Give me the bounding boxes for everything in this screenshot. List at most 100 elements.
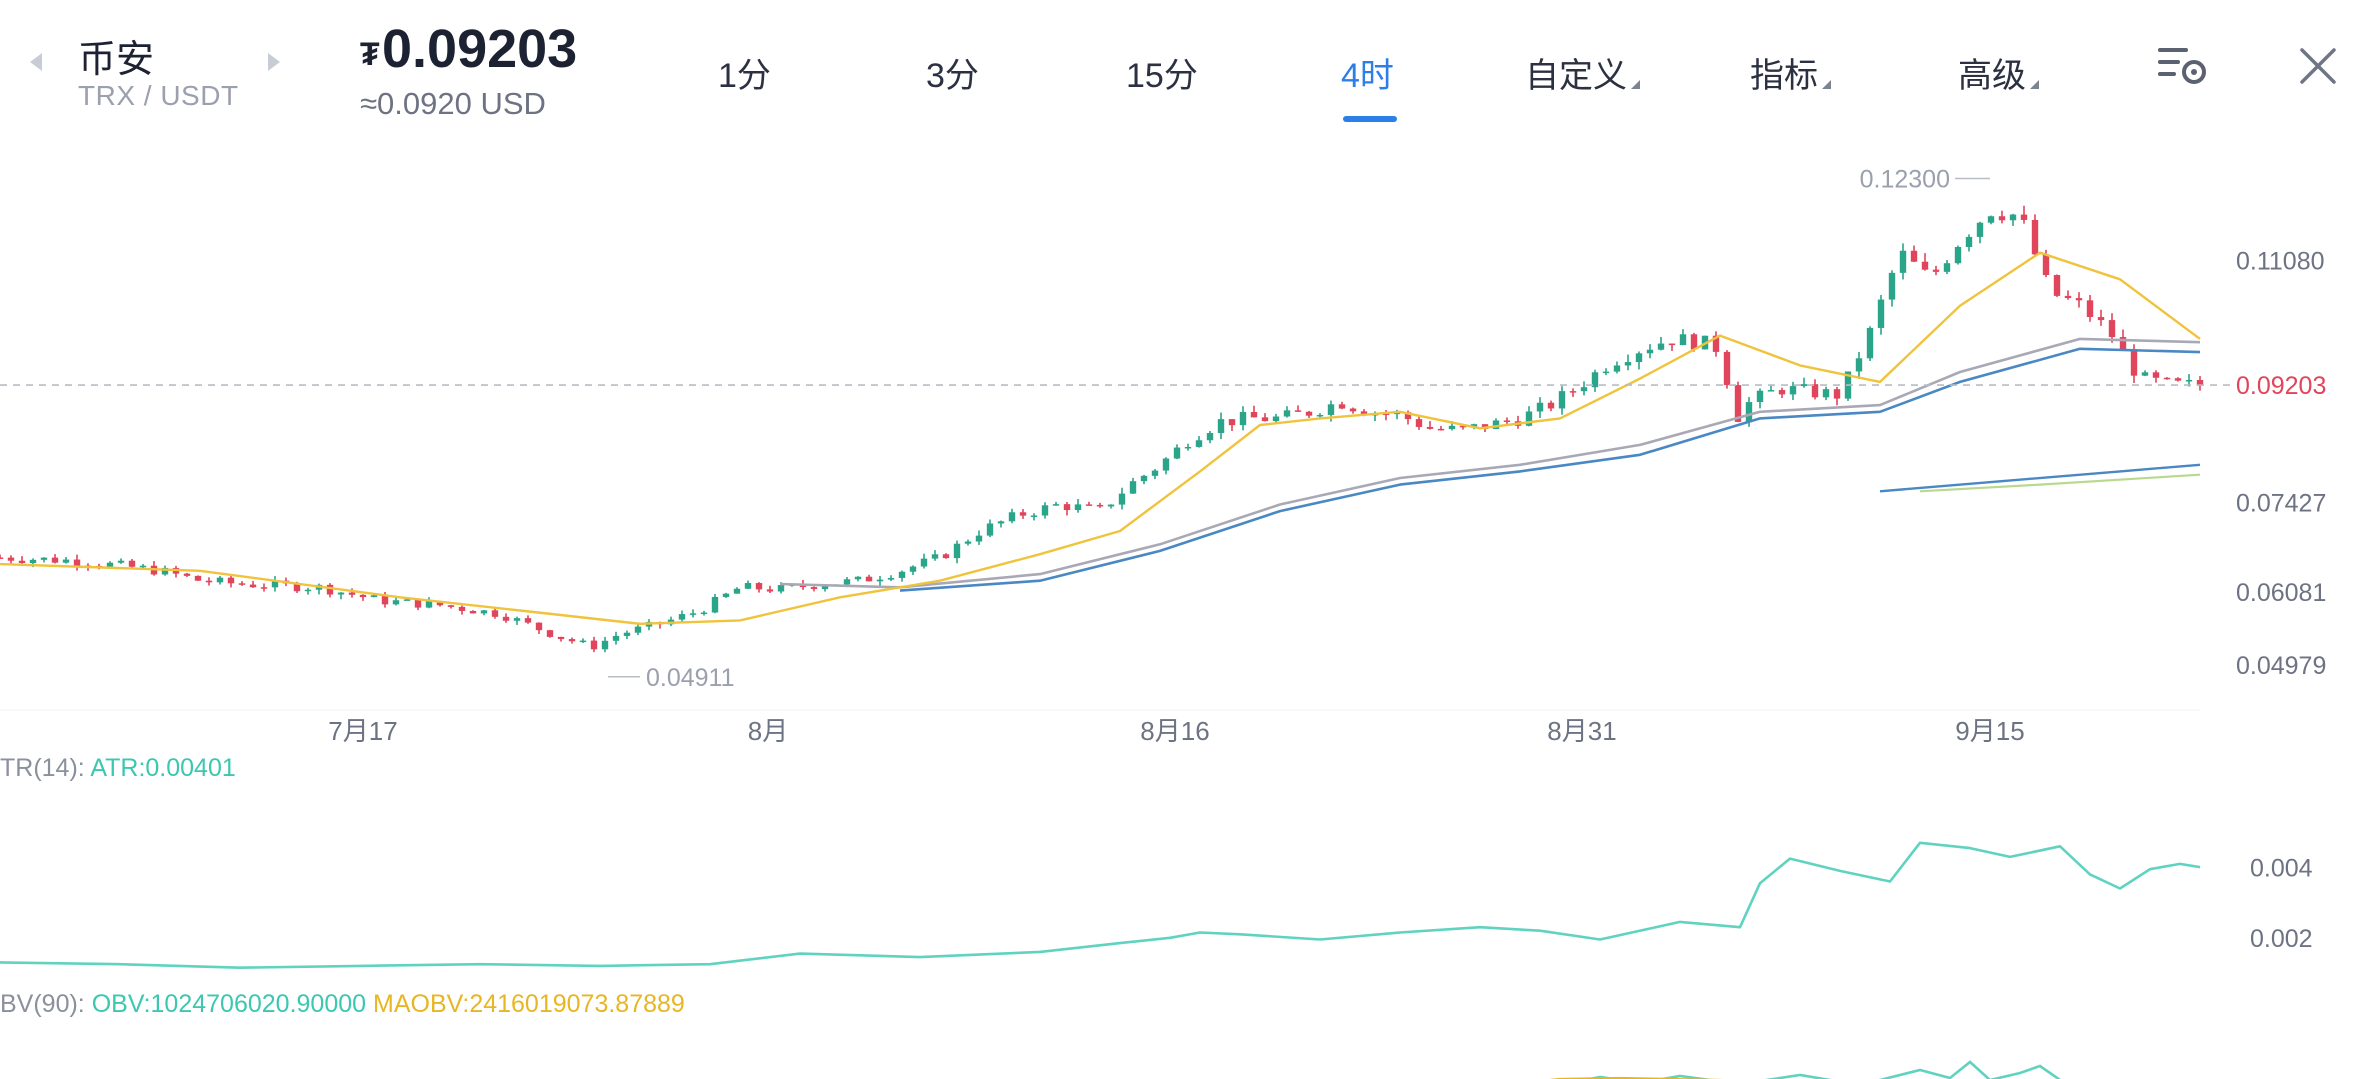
candle-body [194, 575, 202, 581]
trading-pair[interactable]: TRX / USDT [78, 80, 239, 111]
candle [1030, 513, 1038, 521]
candle-body [337, 592, 345, 595]
candle-body [0, 557, 4, 559]
candle-body [2163, 377, 2171, 380]
candle-body [986, 523, 994, 536]
candle-body [1008, 512, 1016, 522]
candle [73, 554, 81, 571]
candle-body [876, 579, 884, 582]
candle [2152, 370, 2160, 383]
candle [964, 539, 972, 546]
candle-body [1316, 414, 1324, 417]
candle-body [898, 571, 906, 578]
price-axis: 0.11080 0.07427 0.06081 0.04979 0.09203 [2236, 248, 2326, 680]
candle-body [1921, 261, 1929, 270]
tab-custom[interactable]: 自定义 [1525, 48, 1640, 97]
candle-body [623, 632, 631, 636]
candle [2020, 205, 2028, 224]
candle [227, 575, 235, 588]
tab-advanced[interactable]: 高级 [1958, 48, 2039, 97]
candle-body [975, 535, 983, 542]
candle-body [51, 557, 59, 563]
candle-body [238, 583, 246, 585]
atr-tick-label: 0.004 [2250, 854, 2313, 882]
candle [579, 638, 587, 644]
tab-indicators[interactable]: 指标 [1750, 48, 1831, 97]
chart-annotations: 0.12300 0.04911 [0, 166, 2230, 692]
candle [1151, 469, 1159, 480]
candle [1338, 401, 1346, 410]
candle [1921, 253, 1929, 271]
candle [1305, 410, 1313, 418]
candle [535, 622, 543, 635]
candle-body [612, 635, 620, 641]
tab-1m[interactable]: 1分 [718, 57, 771, 95]
x-tick-label: 7月17 [328, 716, 397, 746]
candle [1833, 386, 1841, 406]
candle-body [249, 584, 257, 588]
candle-body [491, 610, 499, 617]
candle [491, 608, 499, 619]
candle-body [1250, 412, 1258, 418]
candle-body [1404, 412, 1412, 420]
tab-indicators-label: 指标 [1750, 57, 1818, 95]
chart-settings-icon[interactable] [2156, 44, 2208, 93]
candle [2141, 370, 2149, 377]
ma-yellow-line [0, 251, 2201, 625]
candle-body [2064, 295, 2072, 299]
candle [733, 587, 741, 594]
atr-label[interactable]: TR(14): ATR:0.00401 [0, 754, 236, 783]
candle [755, 582, 763, 593]
candle [1635, 351, 1643, 370]
candle-body [128, 560, 136, 567]
obv-label[interactable]: BV(90): OBV:1024706020.90000 MAOBV:24160… [0, 990, 685, 1019]
candle-body [1173, 447, 1181, 459]
candle [480, 609, 488, 616]
chevron-right-icon[interactable] [262, 50, 286, 74]
chevron-left-icon[interactable] [24, 50, 48, 74]
candle [986, 519, 994, 538]
candle [40, 557, 48, 563]
candle-body [480, 610, 488, 614]
candle-body [579, 640, 587, 643]
candle [216, 576, 224, 585]
candle [1789, 381, 1797, 400]
candle-body [1569, 391, 1577, 393]
y-tick-label: 0.04979 [2236, 652, 2326, 680]
candle-body [1910, 250, 1918, 262]
candle [568, 637, 576, 644]
tab-15m[interactable]: 15分 [1126, 57, 1198, 95]
candle [744, 580, 752, 589]
candle-body [1987, 216, 1995, 223]
y-tick-label: 0.11080 [2236, 248, 2325, 276]
candle [1580, 381, 1588, 396]
candle-body [381, 595, 389, 605]
candle-body [139, 565, 147, 568]
candle-body [1833, 389, 1841, 399]
candle [1294, 405, 1302, 412]
candle [931, 550, 939, 561]
candle-body [1899, 250, 1907, 273]
candle-body [7, 557, 15, 561]
candle [1382, 409, 1390, 421]
candle [557, 636, 565, 642]
candle [1173, 444, 1181, 460]
candle-body [1943, 263, 1951, 272]
candle-body [854, 576, 862, 580]
candle-body [2130, 349, 2138, 376]
tab-4h[interactable]: 4时 [1341, 57, 1394, 95]
tab-3m[interactable]: 3分 [926, 57, 979, 95]
candle-body [1030, 515, 1038, 518]
close-icon[interactable] [2298, 46, 2338, 91]
candle [1976, 221, 1984, 244]
candle [7, 555, 15, 564]
candle [1547, 400, 1555, 412]
candle-body [1294, 410, 1302, 412]
candle [502, 613, 510, 623]
candle-body [909, 566, 917, 572]
candle [1096, 502, 1104, 508]
candle-body [1184, 446, 1192, 449]
atr-series-line [0, 841, 2201, 970]
candle-body [425, 601, 433, 608]
